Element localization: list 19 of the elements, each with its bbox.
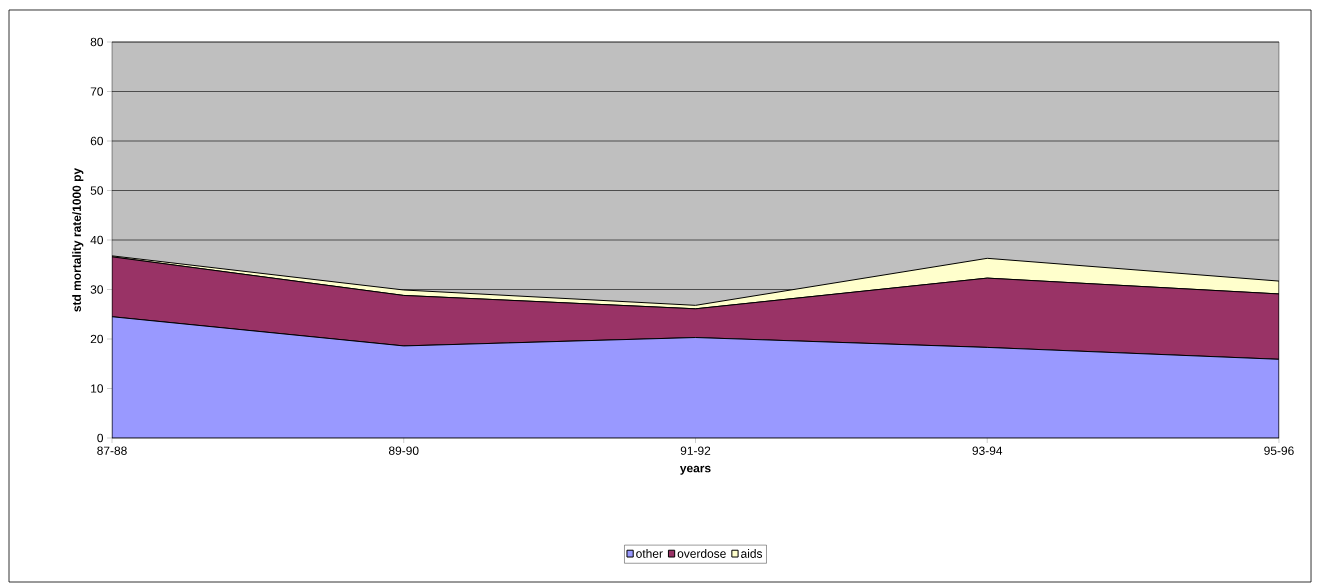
x-tick-label: 87-88 xyxy=(97,446,127,455)
y-tick-label: 20 xyxy=(90,334,104,344)
x-axis-title: years xyxy=(679,465,711,475)
y-tick-label: 40 xyxy=(90,235,104,245)
y-tick-label: 60 xyxy=(90,136,104,146)
y-tick-label: 30 xyxy=(90,285,104,294)
legend-label: overdose xyxy=(677,549,726,558)
x-tick-label: 95-96 xyxy=(1264,446,1294,455)
y-axis-title: std mortality rate/1000 py xyxy=(72,168,84,312)
y-tick-label: 50 xyxy=(90,186,104,195)
y-tick-label: 70 xyxy=(90,87,104,96)
x-tick-label: 91-92 xyxy=(680,446,711,455)
legend-label: other xyxy=(636,549,663,558)
legend-label: aids xyxy=(741,549,763,558)
y-tick-label: 10 xyxy=(91,384,104,393)
x-tick-label: 89-90 xyxy=(388,446,419,455)
y-tick-label: 80 xyxy=(90,37,104,47)
x-tick-label: 93-94 xyxy=(972,446,1003,455)
y-tick-label: 0 xyxy=(97,433,104,443)
